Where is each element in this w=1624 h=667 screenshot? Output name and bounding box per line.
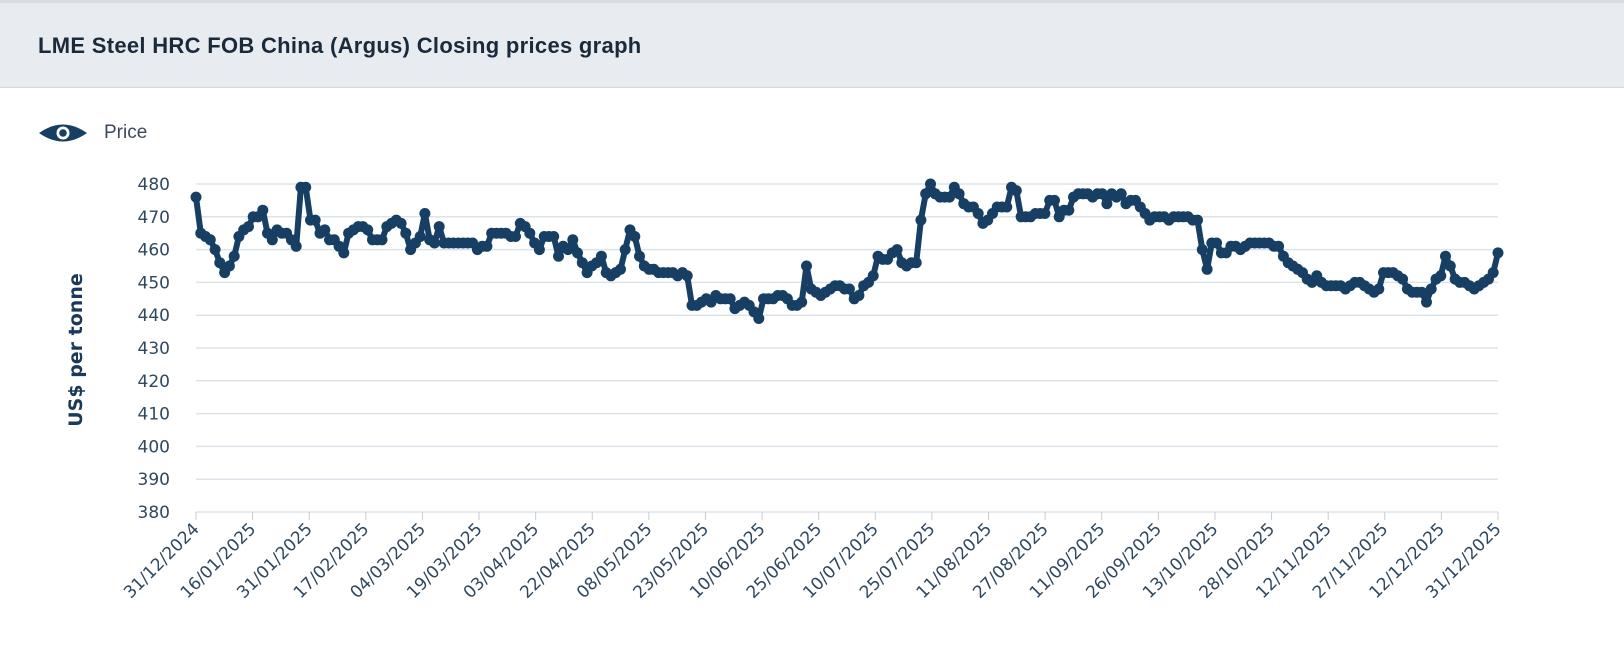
data-point[interactable] [214,257,226,269]
data-point[interactable] [309,214,321,226]
y-tick-label: 410 [138,405,170,425]
data-point[interactable] [190,191,202,203]
x-axis-ticks: 31/12/202416/01/202531/01/202517/02/2025… [120,512,1506,603]
data-point[interactable] [1101,198,1113,210]
data-point[interactable] [724,293,736,305]
data-point[interactable] [300,181,312,193]
chart-grid [196,183,1498,513]
y-tick-label: 470 [138,208,170,228]
data-point[interactable] [634,250,645,262]
data-point[interactable] [395,217,407,229]
data-point[interactable] [1425,283,1437,295]
data-point[interactable] [266,234,278,246]
data-point[interactable] [1192,214,1203,226]
data-point[interactable] [920,188,932,200]
data-point[interactable] [801,260,812,272]
data-point[interactable] [1487,267,1499,279]
data-point[interactable] [1010,185,1022,197]
data-point[interactable] [1421,296,1432,308]
series-line-price [193,181,1501,322]
y-tick-label: 420 [138,372,170,392]
data-point[interactable] [562,244,574,256]
data-point[interactable] [433,221,445,233]
data-point[interactable] [1397,273,1409,285]
data-point[interactable] [915,214,927,226]
data-point[interactable] [567,234,579,246]
data-point[interactable] [843,283,855,295]
data-point[interactable] [209,244,221,256]
data-point[interactable] [524,227,536,239]
data-point[interactable] [1435,270,1447,282]
chart-header: LME Steel HRC FOB China (Argus) Closing … [0,0,1624,88]
data-point[interactable] [1211,237,1223,249]
data-point[interactable] [910,257,922,269]
data-point[interactable] [595,250,607,262]
data-point[interactable] [629,231,641,242]
data-point[interactable] [944,191,955,203]
y-tick-label: 460 [138,241,170,261]
data-point[interactable] [319,224,331,236]
data-point[interactable] [925,178,936,190]
data-point[interactable] [972,208,984,219]
data-point[interactable] [553,250,564,262]
data-point[interactable] [290,240,302,252]
data-point[interactable] [548,231,560,242]
data-point[interactable] [1440,250,1451,262]
y-tick-label: 430 [138,339,170,359]
chart-legend[interactable]: Price [38,122,147,144]
data-point[interactable] [414,231,426,242]
data-point[interactable] [1492,247,1504,259]
data-point[interactable] [615,263,626,275]
data-point[interactable] [576,257,588,269]
data-point[interactable] [228,250,240,262]
data-point[interactable] [419,208,431,219]
y-tick-label: 440 [138,306,170,326]
data-point[interactable] [1096,188,1108,200]
chart-series [190,178,1504,324]
data-point[interactable] [362,224,374,236]
data-point[interactable] [953,188,965,200]
data-point[interactable] [481,240,493,252]
data-point[interactable] [753,313,765,324]
data-point[interactable] [1001,201,1013,213]
data-point[interactable] [891,244,903,256]
data-point[interactable] [257,204,269,216]
data-point[interactable] [1063,204,1075,216]
data-point[interactable] [1201,263,1213,275]
data-point[interactable] [533,244,545,256]
y-tick-label: 380 [138,503,170,523]
data-point[interactable] [243,221,254,233]
legend-label-price: Price [104,122,148,143]
data-point[interactable] [338,247,350,259]
data-point[interactable] [204,234,216,246]
data-point[interactable] [223,260,235,272]
data-point[interactable] [572,247,583,259]
y-tick-label: 450 [138,273,170,293]
data-point[interactable] [619,244,631,256]
data-point[interactable] [867,270,879,282]
data-point[interactable] [1416,286,1428,298]
data-point[interactable] [796,296,808,308]
data-point[interactable] [1196,244,1208,256]
data-point[interactable] [376,234,388,246]
data-point[interactable] [510,231,521,242]
data-point[interactable] [853,290,865,301]
y-tick-label: 390 [138,470,170,490]
data-point[interactable] [1373,283,1385,295]
data-point[interactable] [429,237,440,249]
data-point[interactable] [681,270,693,282]
y-axis-label: US$ per tonne [65,273,87,427]
y-tick-label: 480 [138,175,170,195]
data-point[interactable] [1049,194,1060,206]
data-point[interactable] [400,227,412,239]
eye-icon[interactable] [38,122,88,144]
y-tick-label: 400 [138,437,170,457]
data-point[interactable] [1273,240,1285,252]
data-point[interactable] [1115,188,1127,200]
data-point[interactable] [1039,208,1051,219]
chart-title: LME Steel HRC FOB China (Argus) Closing … [38,33,642,58]
y-axis-ticks: 480 470 460 450 440 430 420 410 400 390 380 [138,175,170,523]
data-point[interactable] [1444,260,1456,272]
